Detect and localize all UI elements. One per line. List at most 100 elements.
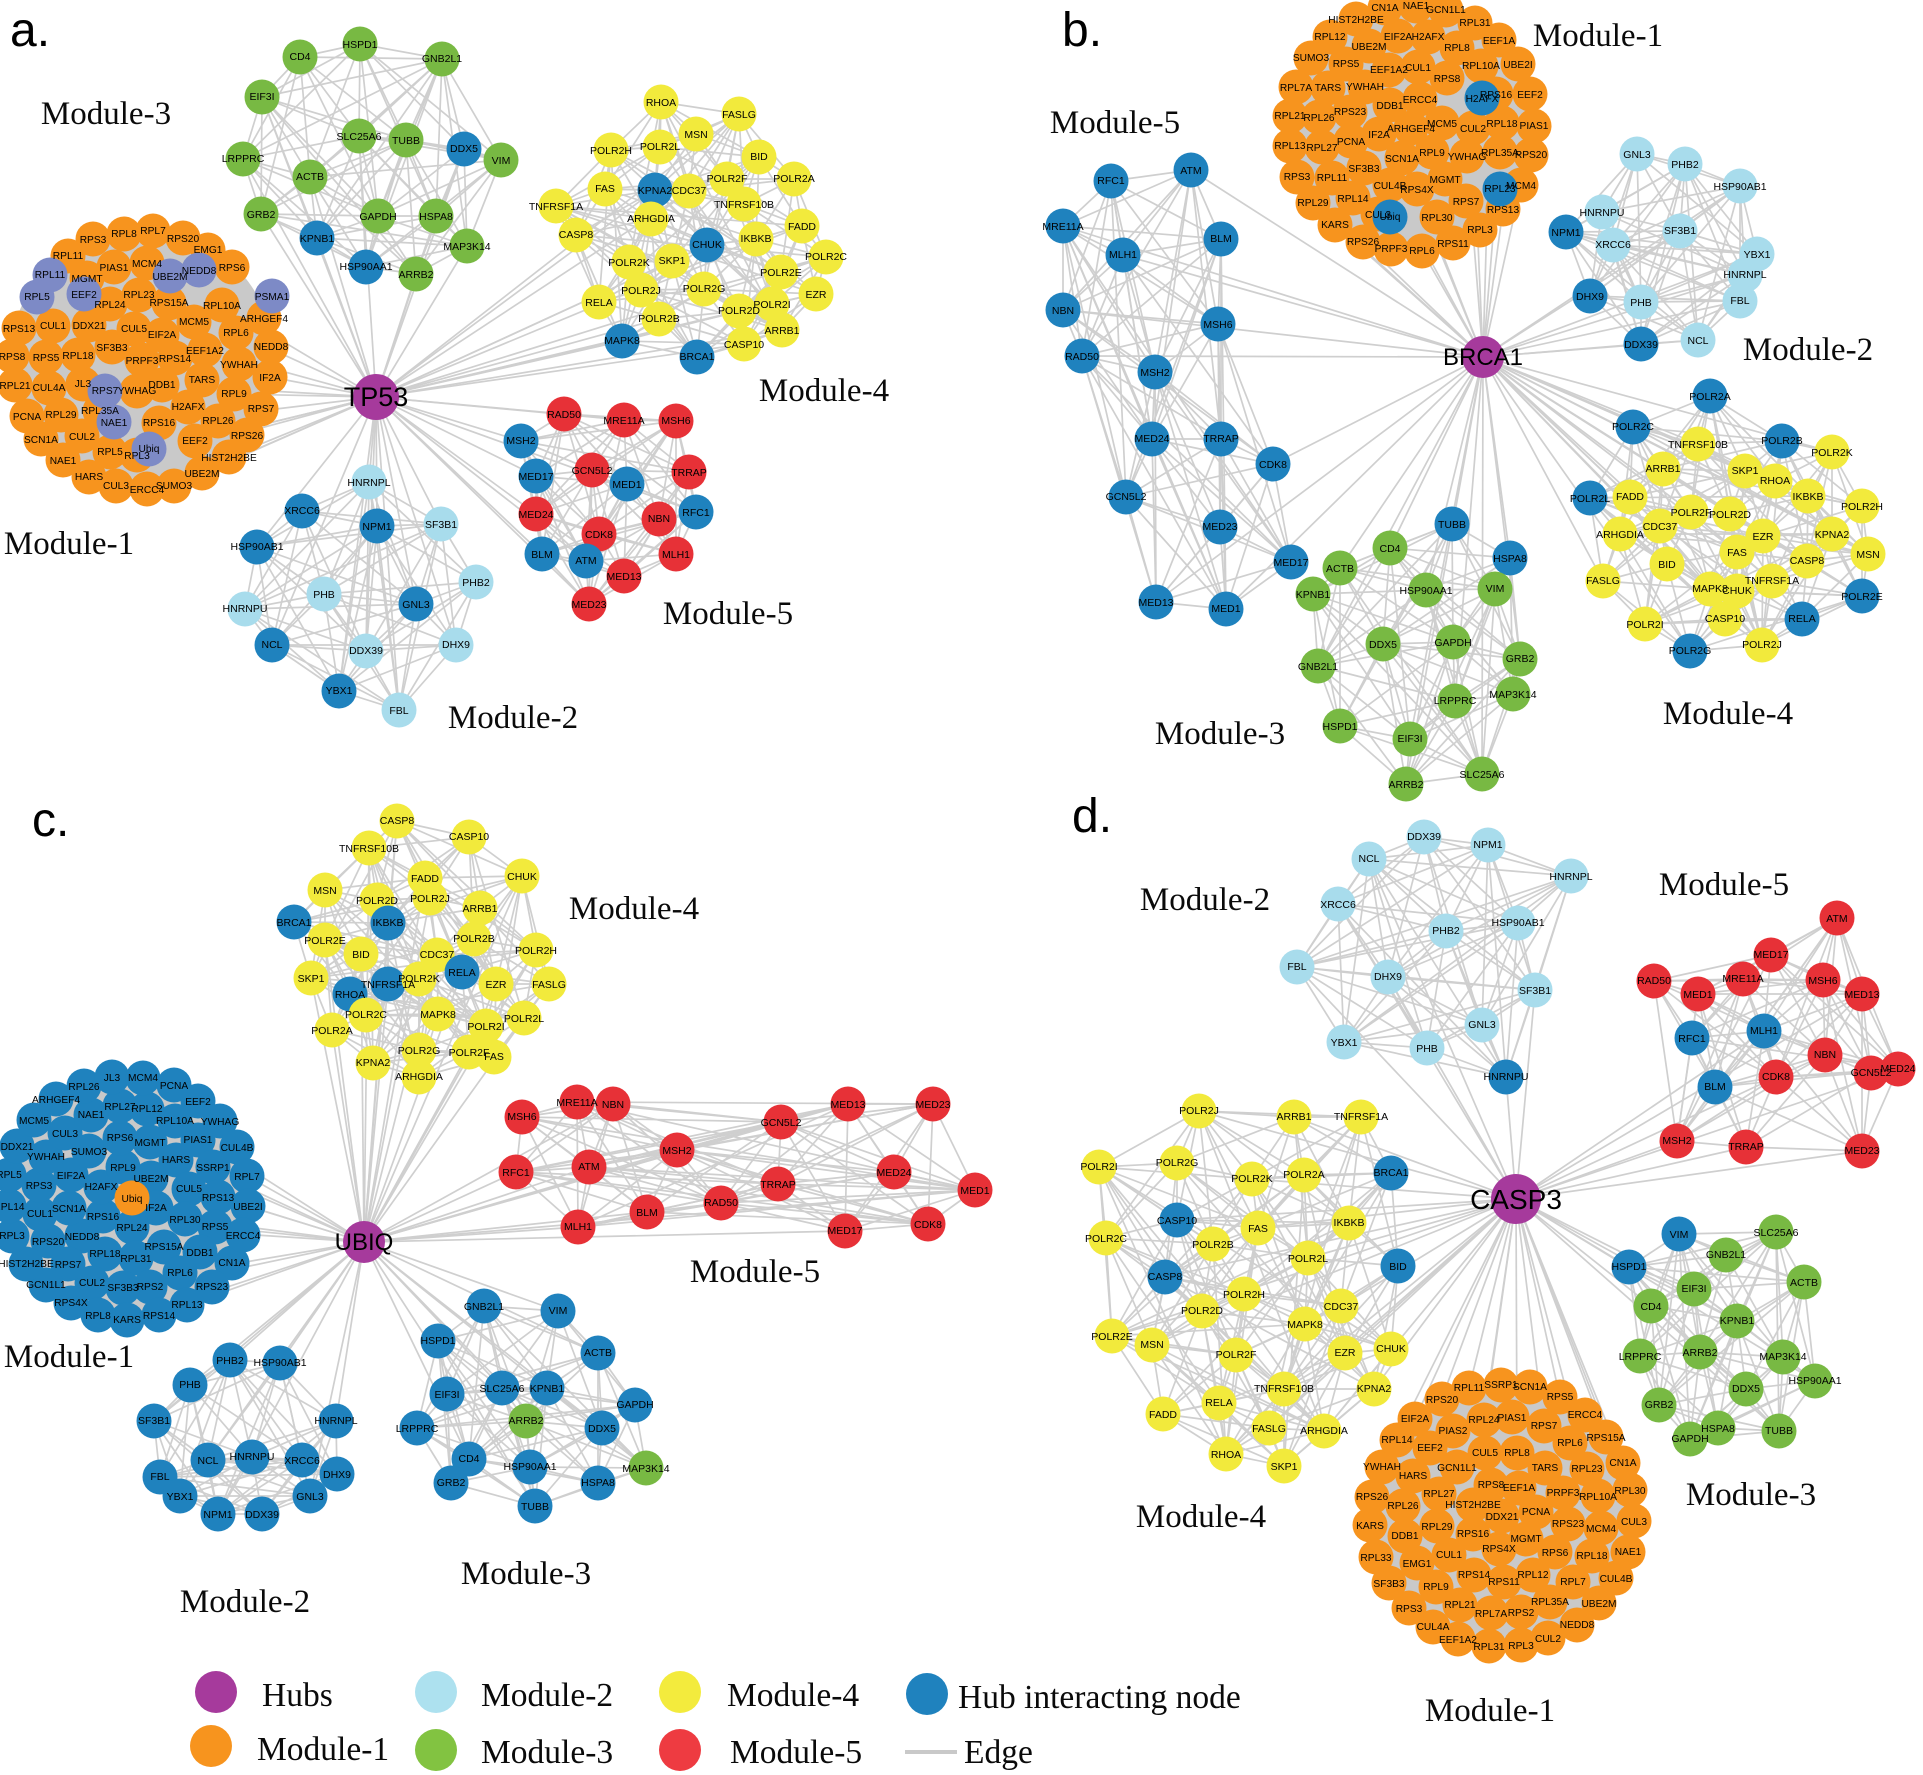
svg-text:RFC1: RFC1 xyxy=(502,1167,530,1179)
svg-text:FADD: FADD xyxy=(1616,491,1644,503)
svg-text:BID: BID xyxy=(1658,559,1676,571)
svg-text:TP53: TP53 xyxy=(344,382,409,412)
svg-text:RPS3: RPS3 xyxy=(1284,172,1311,183)
svg-text:RELA: RELA xyxy=(448,967,475,979)
svg-text:TNFRSF10B: TNFRSF10B xyxy=(339,843,399,855)
svg-text:YBX1: YBX1 xyxy=(167,1491,194,1503)
svg-text:MLH1: MLH1 xyxy=(1109,249,1137,261)
svg-text:RHOA: RHOA xyxy=(1211,1449,1241,1461)
svg-text:RPS15A: RPS15A xyxy=(149,298,188,309)
svg-text:GCN1L1: GCN1L1 xyxy=(1426,5,1466,16)
svg-text:TNFRSF1A: TNFRSF1A xyxy=(1745,575,1799,587)
svg-text:SF3B3: SF3B3 xyxy=(96,343,127,354)
svg-text:KPNB1: KPNB1 xyxy=(1720,1315,1755,1327)
svg-text:H2AFX: H2AFX xyxy=(1466,94,1499,105)
svg-text:POLR2C: POLR2C xyxy=(805,251,847,263)
svg-text:ARRB1: ARRB1 xyxy=(462,903,497,915)
svg-text:RPL30: RPL30 xyxy=(1614,1486,1645,1497)
svg-text:SKP1: SKP1 xyxy=(1732,465,1759,477)
svg-text:CASP3: CASP3 xyxy=(1470,1184,1562,1215)
svg-text:HNRNPU: HNRNPU xyxy=(230,1451,275,1463)
svg-text:RPL11: RPL11 xyxy=(1317,173,1348,184)
svg-text:Module-2: Module-2 xyxy=(180,1584,310,1620)
svg-text:d.: d. xyxy=(1072,790,1112,843)
svg-text:POLR2H: POLR2H xyxy=(1223,1289,1265,1301)
svg-text:NBN: NBN xyxy=(1814,1049,1836,1061)
svg-text:PCNA: PCNA xyxy=(160,1081,189,1092)
svg-text:ACTB: ACTB xyxy=(1790,1277,1818,1289)
svg-text:CDC37: CDC37 xyxy=(672,185,707,197)
svg-text:RPL7: RPL7 xyxy=(234,1172,260,1183)
svg-text:SF3B1: SF3B1 xyxy=(425,519,457,531)
svg-text:CHUK: CHUK xyxy=(507,871,537,883)
svg-text:ARRB1: ARRB1 xyxy=(1276,1111,1311,1123)
svg-text:HNRNPL: HNRNPL xyxy=(1549,871,1592,883)
svg-text:Module-5: Module-5 xyxy=(1659,867,1789,903)
svg-text:MSH2: MSH2 xyxy=(662,1145,691,1157)
svg-text:UBE2M: UBE2M xyxy=(152,272,187,283)
svg-text:CUL5: CUL5 xyxy=(176,1184,202,1195)
svg-text:FASLG: FASLG xyxy=(1252,1423,1286,1435)
svg-text:NAE1: NAE1 xyxy=(50,456,77,467)
svg-text:RAD50: RAD50 xyxy=(547,409,581,421)
svg-text:MCM4: MCM4 xyxy=(132,259,162,270)
svg-text:IF2A: IF2A xyxy=(259,373,281,384)
svg-text:KPNA2: KPNA2 xyxy=(638,185,673,197)
svg-text:CHUK: CHUK xyxy=(692,239,722,251)
svg-text:GNB2L1: GNB2L1 xyxy=(1706,1249,1746,1261)
svg-text:VIM: VIM xyxy=(1670,1229,1689,1241)
svg-text:RPL21: RPL21 xyxy=(1444,1600,1475,1611)
svg-text:MCM5: MCM5 xyxy=(19,1116,49,1127)
svg-text:CHUK: CHUK xyxy=(1376,1343,1406,1355)
svg-text:CUL5: CUL5 xyxy=(121,324,147,335)
svg-text:RPS13: RPS13 xyxy=(3,324,36,335)
svg-text:DDX5: DDX5 xyxy=(450,143,478,155)
svg-text:ATM: ATM xyxy=(1180,165,1201,177)
svg-text:MAPK8: MAPK8 xyxy=(604,335,640,347)
svg-text:Hubs: Hubs xyxy=(262,1677,333,1714)
svg-text:GCN5L2: GCN5L2 xyxy=(572,465,613,477)
svg-text:c.: c. xyxy=(32,794,69,847)
svg-text:PHB2: PHB2 xyxy=(1671,159,1699,171)
svg-text:NEDD8: NEDD8 xyxy=(254,342,289,353)
svg-text:GRB2: GRB2 xyxy=(1506,653,1535,665)
svg-text:MED1: MED1 xyxy=(612,479,641,491)
svg-text:Module-1: Module-1 xyxy=(4,1339,134,1375)
svg-text:BRCA1: BRCA1 xyxy=(679,351,714,363)
svg-text:POLR2D: POLR2D xyxy=(718,305,760,317)
svg-text:SSRP1: SSRP1 xyxy=(1484,1380,1518,1391)
svg-text:EIF2A: EIF2A xyxy=(148,330,177,341)
svg-text:EIF3I: EIF3I xyxy=(249,91,274,103)
svg-text:NEDD8: NEDD8 xyxy=(1560,1620,1595,1631)
svg-text:PHB: PHB xyxy=(1630,297,1652,309)
svg-text:RFC1: RFC1 xyxy=(1097,175,1125,187)
svg-text:BLM: BLM xyxy=(636,1207,658,1219)
svg-text:MSN: MSN xyxy=(313,885,336,897)
svg-text:MAP3K14: MAP3K14 xyxy=(1489,689,1536,701)
svg-text:FASLG: FASLG xyxy=(532,979,566,991)
svg-text:EIF3I: EIF3I xyxy=(434,1389,459,1401)
svg-text:NEDD8: NEDD8 xyxy=(65,1232,100,1243)
svg-text:YBX1: YBX1 xyxy=(1744,249,1771,261)
svg-text:HNRNPL: HNRNPL xyxy=(314,1415,357,1427)
svg-text:UBE2I: UBE2I xyxy=(1503,60,1532,71)
svg-text:EMG1: EMG1 xyxy=(1403,1559,1432,1570)
svg-text:RPL18: RPL18 xyxy=(1486,119,1517,130)
svg-text:RPS26: RPS26 xyxy=(1347,237,1380,248)
svg-text:POLR2E: POLR2E xyxy=(1841,591,1882,603)
svg-text:GAPDH: GAPDH xyxy=(1671,1433,1708,1445)
svg-text:RPS8: RPS8 xyxy=(0,352,26,363)
svg-text:RPL6: RPL6 xyxy=(223,328,249,339)
svg-text:RPL26: RPL26 xyxy=(1387,1501,1418,1512)
svg-text:MED17: MED17 xyxy=(518,471,553,483)
svg-text:MSH6: MSH6 xyxy=(1808,975,1837,987)
svg-text:HSP90AA1: HSP90AA1 xyxy=(1788,1375,1841,1387)
svg-text:Module-4: Module-4 xyxy=(1663,696,1793,732)
svg-text:PHB2: PHB2 xyxy=(216,1355,244,1367)
svg-text:EEF2: EEF2 xyxy=(1517,90,1543,101)
svg-text:RPL9: RPL9 xyxy=(221,389,247,400)
svg-text:ATM: ATM xyxy=(1826,913,1847,925)
svg-text:ARRB2: ARRB2 xyxy=(508,1415,543,1427)
svg-text:KARS: KARS xyxy=(113,1315,141,1326)
svg-text:RPL21: RPL21 xyxy=(0,381,31,392)
